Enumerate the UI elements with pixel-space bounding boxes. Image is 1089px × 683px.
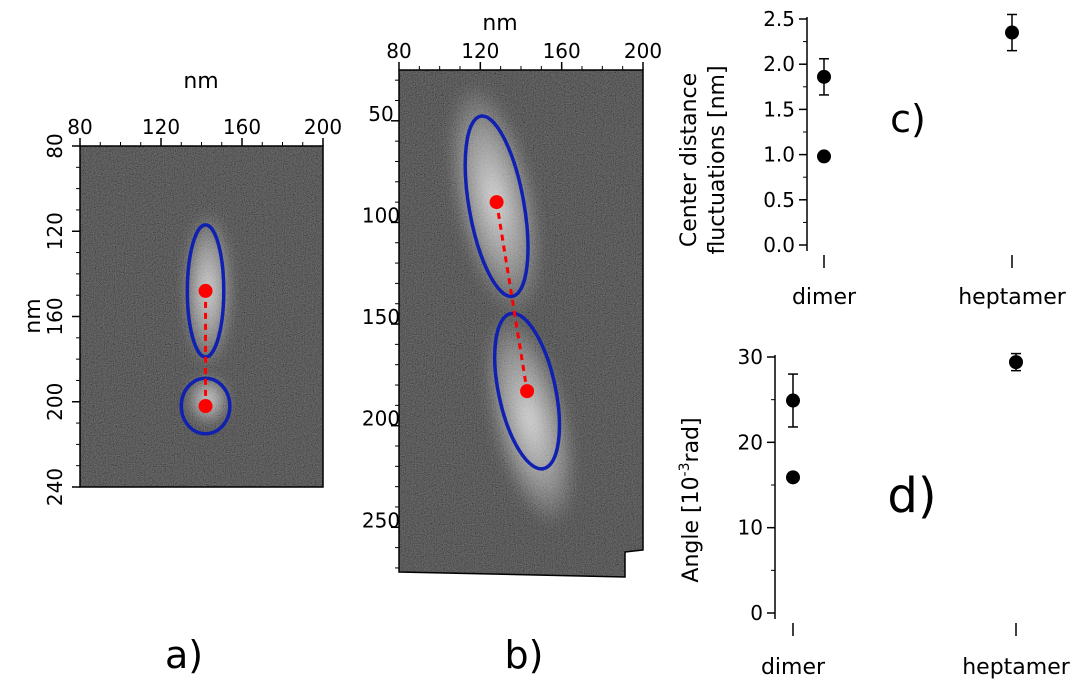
center-point [198, 283, 213, 298]
panel-a-x-axis-title: nm [183, 69, 218, 94]
x-tick-label: 200 [624, 39, 662, 63]
x-tick-label: 80 [67, 115, 92, 139]
panel-c-points [817, 13, 1019, 164]
data-point [786, 470, 800, 485]
panel-d-y-axis-title-exponent: -3 [677, 462, 693, 476]
x-tick-label: 160 [223, 115, 261, 139]
x-category-label: heptamer [962, 655, 1071, 680]
y-tick-label: 20 [738, 430, 763, 454]
panel-label-d: d) [887, 468, 936, 524]
y-tick-label: 250 [362, 508, 400, 532]
panel-a-y-axis-title: nm [21, 298, 46, 333]
y-tick-label: 50 [368, 102, 393, 126]
panel-a-y-axis: 80 120 160 200 240 [43, 133, 80, 506]
fit-ellipse [463, 114, 530, 299]
data-point [817, 149, 831, 164]
panel-d-axes: 0 10 20 30 dimer heptamer [738, 345, 1071, 680]
panel-d-y-axis-title: Angle [10-3rad] [677, 417, 704, 582]
panel-d: 0 10 20 30 dimer heptamer Angle [10-3rad] d) [677, 345, 1071, 680]
data-point [786, 393, 800, 408]
y-tick-label: 150 [362, 305, 400, 329]
panel-b-y-axis: 50 100 150 200 250 [362, 79, 400, 569]
x-tick-label: 160 [543, 39, 581, 63]
panel-c-axes: 0.0 0.5 1.0 1.5 2.0 2.5 dimer heptamer [763, 7, 1067, 310]
fit-ellipse [179, 376, 232, 436]
x-category-label: heptamer [958, 285, 1067, 310]
center-point [198, 399, 213, 414]
x-tick-label: 200 [304, 115, 342, 139]
panel-d-y-axis-title-unit: rad] [679, 417, 704, 462]
panel-c-y-axis-title-line-1: Center distance [677, 73, 702, 247]
y-tick-label: 0 [750, 601, 763, 625]
panel-a-x-axis: 80 120 160 200 [67, 115, 342, 146]
y-tick-label: 100 [362, 203, 400, 227]
panel-b: 80 120 160 200 50 100 150 200 250 nm b) [362, 11, 662, 677]
x-tick-label: 80 [386, 39, 411, 63]
panel-a: 80 120 160 200 80 120 160 200 240 nm nm a) [21, 69, 342, 677]
panel-c: 0.0 0.5 1.0 1.5 2.0 2.5 dimer heptamer Center d… [677, 7, 1067, 310]
y-tick-label: 0.0 [763, 233, 795, 257]
x-category-label: dimer [792, 285, 857, 310]
panel-label-b: b) [505, 633, 544, 677]
y-tick-label: 120 [43, 212, 67, 250]
data-point [1009, 355, 1023, 370]
x-tick-label: 120 [461, 39, 499, 63]
data-point [817, 69, 831, 84]
panel-d-points [786, 352, 1023, 485]
panel-d-y-axis-title-text: Angle [10 [679, 476, 704, 582]
x-category-label: dimer [761, 655, 826, 680]
y-tick-label: 2.0 [763, 52, 795, 76]
y-tick-label: 2.5 [763, 7, 795, 31]
panel-c-y-axis-title-line-2: fluctuations [nm] [705, 65, 730, 254]
center-point [520, 384, 535, 399]
panel-b-x-axis-title: nm [482, 11, 517, 36]
panel-label-a: a) [165, 633, 203, 677]
center-connector-line [495, 201, 529, 392]
panel-b-overlay [463, 114, 562, 471]
data-point [1005, 25, 1019, 40]
y-tick-label: 1.0 [763, 143, 795, 167]
y-tick-label: 160 [43, 297, 67, 335]
x-tick-label: 120 [142, 115, 180, 139]
y-tick-label: 240 [43, 468, 67, 506]
panel-a-overlay [179, 223, 232, 436]
y-tick-label: 1.5 [763, 97, 795, 121]
panel-b-x-axis: 80 120 160 200 [386, 39, 662, 70]
center-point [489, 195, 504, 210]
y-tick-label: 0.5 [763, 188, 795, 212]
fit-ellipse [492, 311, 562, 471]
y-tick-label: 200 [43, 383, 67, 421]
y-tick-label: 200 [362, 407, 400, 431]
panel-label-c: c) [890, 97, 926, 141]
y-tick-label: 80 [43, 133, 67, 158]
y-tick-label: 30 [738, 345, 763, 369]
y-tick-label: 10 [738, 516, 763, 540]
